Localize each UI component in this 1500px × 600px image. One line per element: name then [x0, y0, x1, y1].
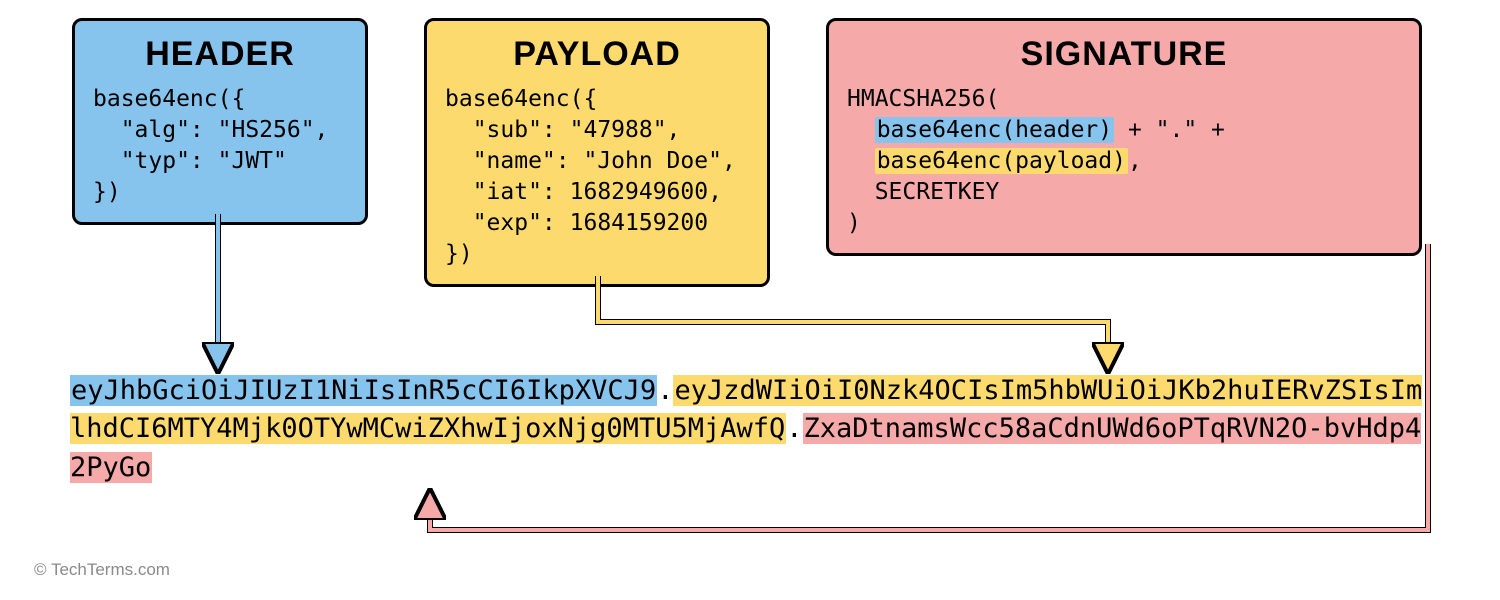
signature-box: SIGNATURE HMACSHA256( base64enc(header) …	[826, 18, 1422, 256]
signature-payload-highlight: base64enc(payload)	[875, 148, 1128, 174]
jwt-token-string: eyJhbGciOiJIUzI1NiIsInR5cCI6IkpXVCJ9.eyJ…	[70, 372, 1430, 487]
arrow-payload	[598, 276, 1108, 366]
signature-title: SIGNATURE	[847, 35, 1401, 74]
token-dot: .	[786, 413, 802, 444]
signature-header-highlight: base64enc(header)	[875, 117, 1114, 143]
signature-code: HMACSHA256( base64enc(header) + "." + ba…	[847, 84, 1401, 239]
payload-box: PAYLOAD base64enc({ "sub": "47988", "nam…	[424, 18, 770, 287]
header-title: HEADER	[93, 35, 347, 74]
token-header-part: eyJhbGciOiJIUzI1NiIsInR5cCI6IkpXVCJ9	[70, 375, 657, 406]
payload-title: PAYLOAD	[445, 35, 749, 74]
payload-code: base64enc({ "sub": "47988", "name": "Joh…	[445, 84, 749, 270]
header-box: HEADER base64enc({ "alg": "HS256", "typ"…	[72, 18, 368, 225]
token-dot: .	[657, 375, 673, 406]
arrow-payload	[598, 276, 1108, 366]
header-code: base64enc({ "alg": "HS256", "typ": "JWT"…	[93, 84, 347, 208]
attribution-text: © TechTerms.com	[34, 560, 170, 580]
